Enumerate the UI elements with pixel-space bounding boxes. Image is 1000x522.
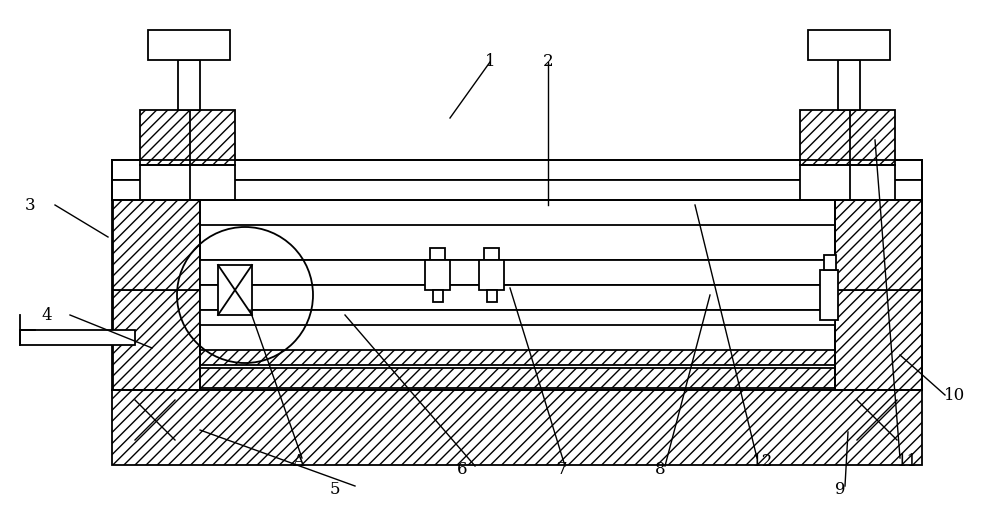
Bar — [113, 290, 200, 390]
Bar — [487, 290, 497, 302]
Bar — [484, 248, 499, 260]
Bar — [112, 390, 922, 465]
Bar — [820, 270, 838, 320]
Bar — [112, 160, 922, 180]
Bar — [140, 165, 235, 200]
Bar — [835, 290, 922, 390]
Bar — [479, 260, 504, 290]
Text: 10: 10 — [944, 386, 966, 404]
Bar — [113, 200, 200, 290]
Bar — [808, 30, 890, 60]
Text: A: A — [292, 454, 304, 470]
Bar — [200, 310, 835, 325]
Bar — [200, 285, 835, 310]
Text: 5: 5 — [330, 481, 340, 499]
Bar — [178, 60, 200, 110]
Bar — [200, 350, 835, 365]
Bar — [140, 110, 235, 165]
Bar — [148, 30, 230, 60]
Bar — [200, 368, 835, 388]
Bar — [20, 330, 135, 345]
Bar — [800, 110, 895, 165]
Text: 8: 8 — [655, 461, 665, 479]
Bar — [200, 260, 835, 285]
Bar — [200, 225, 835, 260]
Bar — [218, 265, 252, 315]
Bar — [112, 180, 922, 200]
Text: 6: 6 — [457, 461, 467, 479]
Bar — [433, 290, 443, 302]
Text: 12: 12 — [752, 454, 774, 470]
Bar — [838, 60, 860, 110]
Text: 2: 2 — [543, 53, 553, 70]
Bar — [824, 255, 836, 270]
Text: 11: 11 — [897, 454, 919, 470]
Bar — [835, 200, 922, 290]
Text: 3: 3 — [25, 196, 35, 213]
Bar — [425, 260, 450, 290]
Bar — [430, 248, 445, 260]
Bar — [800, 165, 895, 200]
Text: 7: 7 — [557, 461, 567, 479]
Text: 1: 1 — [485, 53, 495, 70]
Text: 9: 9 — [835, 481, 845, 499]
Text: 4: 4 — [42, 306, 52, 324]
